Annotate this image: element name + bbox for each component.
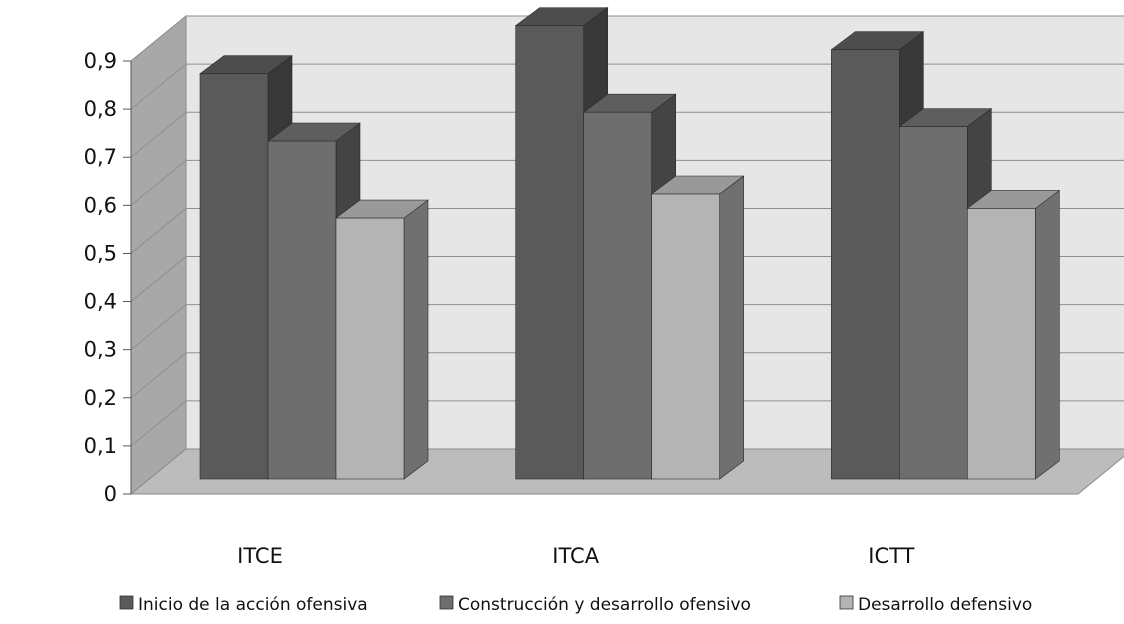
bar [650,175,745,480]
bar-front [335,217,405,480]
bar-front [583,111,652,480]
gridline-side [130,63,187,110]
bar-side [403,199,429,480]
bar [335,199,429,480]
bar-front [515,25,584,480]
y-tick-label: 0,7 [84,145,117,169]
y-tick-label: 0,6 [84,193,117,217]
bar-front [651,193,720,480]
gridline-side [130,400,187,447]
y-tick-label: 0,4 [84,290,117,314]
bar-front [831,49,900,480]
legend-label: Inicio de la acción ofensiva [138,595,368,615]
bar [966,189,1061,480]
bar-front [967,208,1036,480]
legend-swatch [119,595,134,610]
legend-swatch [439,595,454,610]
bar-side [719,175,744,480]
y-tick-label: 0,3 [84,338,117,362]
side-wall [130,14,187,496]
gridline-side [130,256,187,302]
gridline-side [130,15,187,62]
gridline-side [130,352,187,399]
gridline-side [130,304,187,351]
bar-front [267,140,337,480]
bar-front [199,73,269,480]
legend-label: Construcción y desarrollo ofensivo [458,595,751,615]
y-tick-label: 0,1 [84,434,117,458]
legend-label: Desarrollo defensivo [858,595,1032,615]
gridline-side [130,111,187,158]
y-tick-label: 0,2 [84,386,117,410]
x-category-label: ITCA [552,544,599,568]
bar-front [899,126,968,480]
y-tick-label: 0 [104,482,117,506]
x-category-label: ICTT [868,544,914,568]
x-category-label: ITCE [237,544,283,568]
y-tick-label: 0,5 [84,241,117,265]
y-tick-label: 0,9 [84,49,117,73]
y-tick-label: 0,8 [84,97,117,121]
gridline-side [130,159,187,206]
legend-swatch [839,595,854,610]
gridline-side [130,208,187,254]
bar-side [1035,189,1060,480]
